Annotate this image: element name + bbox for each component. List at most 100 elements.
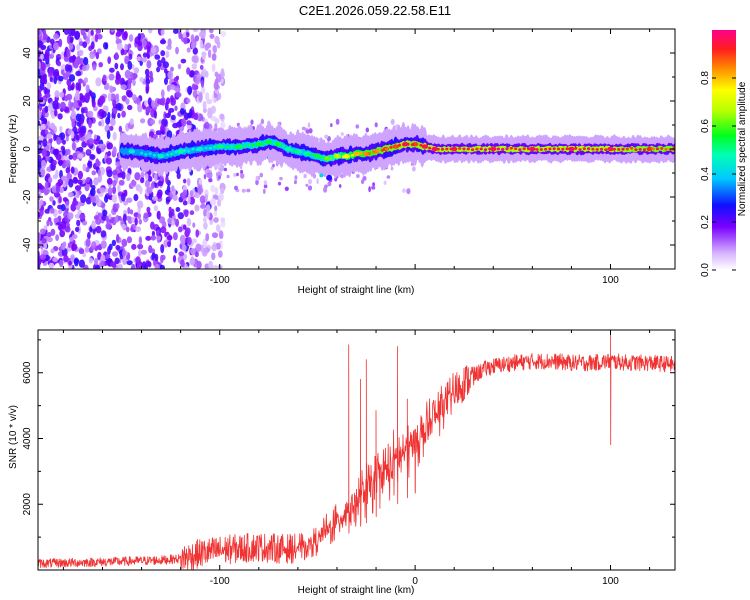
noise-speck: [105, 42, 109, 50]
track-sample: [264, 141, 268, 145]
noise-speck: [90, 29, 94, 36]
track-sample: [432, 147, 436, 151]
spectrogram-y-axis-label: Frequency (Hz): [8, 115, 19, 184]
track-sample: [660, 147, 664, 150]
noise-speck: [160, 29, 165, 36]
track-sample: [195, 148, 199, 151]
noise-speck: [136, 263, 142, 269]
track-sample: [277, 142, 281, 146]
noise-speck: [128, 34, 134, 42]
noise-speck: [169, 84, 176, 90]
noise-speck: [55, 169, 59, 178]
noise-speck: [220, 68, 225, 78]
noise-speck: [189, 190, 194, 197]
noise-speck: [111, 239, 117, 247]
noise-speck: [293, 180, 297, 185]
snr-y-axis-label: SNR (10 * v/v): [8, 405, 19, 469]
noise-speck: [323, 186, 328, 193]
noise-speck: [147, 169, 152, 175]
noise-speck: [42, 138, 48, 147]
noise-speck: [146, 186, 153, 194]
noise-speck: [49, 76, 53, 83]
noise-speck: [87, 160, 93, 169]
noise-speck: [204, 193, 208, 202]
noise-speck: [160, 244, 165, 254]
track-sample: [561, 147, 565, 151]
noise-speck: [60, 220, 67, 230]
noise-speck: [97, 212, 103, 218]
noise-speck: [340, 173, 344, 179]
noise-speck: [74, 30, 81, 40]
noise-speck: [75, 134, 80, 141]
noise-speck: [156, 98, 163, 105]
track-sample: [397, 143, 402, 147]
noise-speck: [194, 204, 200, 212]
noise-speck: [79, 213, 86, 220]
noise-speck: [122, 213, 127, 222]
noise-speck: [150, 46, 157, 54]
track-sample: [200, 147, 204, 151]
noise-speck: [176, 121, 182, 128]
noise-speck: [79, 125, 86, 134]
noise-speck: [93, 215, 100, 221]
track-sample: [625, 147, 629, 151]
noise-speck: [182, 224, 187, 230]
noise-speck: [303, 173, 307, 179]
noise-speck: [192, 47, 198, 55]
noise-speck: [95, 158, 100, 168]
track-sample: [372, 150, 376, 154]
track-sample: [217, 145, 221, 149]
noise-speck: [390, 166, 394, 171]
noise-speck: [143, 212, 149, 219]
track-sample: [535, 148, 539, 151]
noise-speck: [89, 154, 96, 160]
noise-speck: [71, 243, 78, 251]
noise-speck: [73, 257, 79, 267]
track-sample: [518, 148, 522, 152]
track-sample: [449, 147, 453, 151]
noise-speck: [402, 188, 406, 193]
noise-speck: [127, 43, 132, 49]
noise-speck: [141, 39, 148, 47]
noise-speck: [142, 52, 148, 58]
noise-speck: [203, 123, 207, 129]
noise-speck: [112, 99, 117, 108]
noise-speck: [203, 208, 208, 217]
track-sample: [208, 146, 212, 150]
noise-speck: [178, 30, 182, 40]
noise-speck: [167, 70, 174, 80]
noise-speck: [208, 260, 214, 269]
track-sample: [320, 156, 324, 160]
x-tick-label: 100: [602, 275, 619, 286]
noise-speck: [87, 110, 94, 118]
noise-speck: [190, 248, 196, 255]
noise-speck: [91, 170, 97, 176]
noise-speck: [82, 65, 87, 72]
noise-speck: [77, 170, 83, 180]
track-sample: [574, 147, 578, 150]
noise-speck: [187, 236, 192, 246]
track-sample: [380, 148, 384, 152]
noise-speck: [171, 185, 175, 192]
noise-speck: [71, 55, 77, 61]
noise-speck: [219, 113, 225, 120]
noise-speck: [205, 233, 210, 242]
noise-speck: [213, 92, 217, 99]
noise-speck: [41, 159, 47, 169]
noise-speck: [83, 77, 88, 84]
noise-speck: [123, 31, 128, 39]
noise-speck: [208, 178, 213, 183]
noise-speck: [116, 43, 123, 51]
track-sample: [492, 146, 496, 150]
noise-speck: [220, 220, 226, 228]
noise-speck: [170, 66, 174, 72]
noise-speck: [170, 114, 176, 121]
noise-speck: [60, 203, 66, 212]
noise-speck: [61, 244, 66, 250]
track-sample: [273, 142, 277, 146]
noise-speck: [100, 230, 107, 238]
noise-speck: [93, 134, 98, 140]
noise-speck: [56, 184, 60, 194]
noise-speck: [186, 67, 191, 75]
